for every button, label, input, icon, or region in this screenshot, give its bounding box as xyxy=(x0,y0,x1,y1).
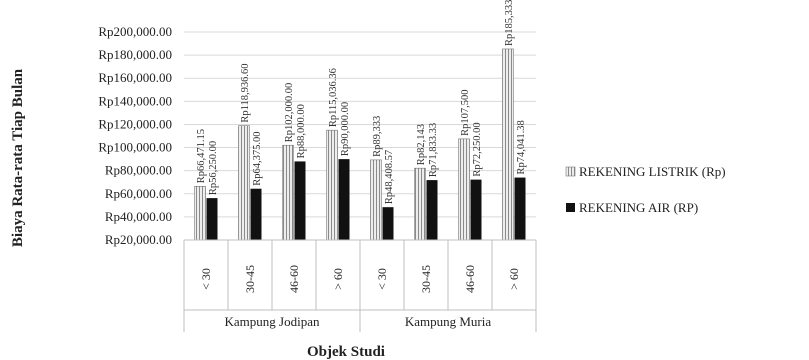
data-label: Rp74,041.38 xyxy=(516,120,527,174)
data-label: Rp118,936.60 xyxy=(240,64,251,123)
data-label: Rp88,000.00 xyxy=(296,104,307,158)
y-tick-label: Rp140,000.00 xyxy=(98,93,172,108)
legend-label: REKENING AIR (RP) xyxy=(579,200,698,215)
bar-rekening-air xyxy=(514,177,526,240)
x-category-label: 30-45 xyxy=(419,265,433,293)
legend: REKENING LISTRIK (Rp) REKENING AIR (RP) xyxy=(565,164,726,215)
x-category-label: > 60 xyxy=(331,268,345,290)
legend-label: REKENING LISTRIK (Rp) xyxy=(579,164,726,179)
x-category-label: > 60 xyxy=(507,268,521,290)
data-label: Rp64,375.00 xyxy=(252,131,263,185)
legend-swatch xyxy=(566,203,575,212)
data-label: Rp107,500 xyxy=(460,89,471,135)
x-axis: < 30 30-45 46-60 > 60 < 30 30-45 46-60 > 60 Kamp… xyxy=(183,239,537,332)
bar-rekening-listrik xyxy=(238,125,250,241)
data-label: Rp56,250.00 xyxy=(208,141,219,195)
bar-rekening-listrik xyxy=(282,144,294,241)
bar-rekening-air xyxy=(206,198,218,240)
y-tick-label: Rp200,000.00 xyxy=(98,24,172,39)
bar-rekening-air xyxy=(250,188,262,240)
y-tick-label: Rp160,000.00 xyxy=(98,70,172,85)
legend-swatch xyxy=(565,166,576,177)
y-tick-label: Rp80,000.00 xyxy=(105,163,172,178)
data-label: Rp102,000.00 xyxy=(284,83,295,143)
x-axis-title: Objek Studi xyxy=(307,344,385,360)
y-tick-label: Rp100,000.00 xyxy=(98,140,172,155)
data-label: Rp185,333 xyxy=(504,0,515,46)
data-label: Rp82,143 xyxy=(416,124,427,165)
x-category-label: 46-60 xyxy=(463,265,477,293)
bar-rekening-air xyxy=(382,207,394,240)
x-group-label: Kampung Muria xyxy=(405,314,492,329)
bars xyxy=(194,48,526,241)
y-axis-ticks: Rp20,000.00 Rp40,000.00 Rp60,000.00 Rp80,00… xyxy=(98,24,172,247)
bar-rekening-listrik xyxy=(326,129,338,241)
y-tick-label: Rp60,000.00 xyxy=(105,186,172,201)
y-tick-label: Rp180,000.00 xyxy=(98,47,172,62)
bar-rekening-listrik xyxy=(458,138,470,241)
x-category-label: < 30 xyxy=(199,268,213,290)
x-category-label: 46-60 xyxy=(287,265,301,293)
data-labels: Rp66,471.15 Rp56,250.00 Rp118,936.60Rp64,3… xyxy=(196,0,527,204)
data-label: Rp115,036.36 xyxy=(328,68,339,127)
data-label: Rp72,250.00 xyxy=(472,122,483,176)
y-tick-label: Rp120,000.00 xyxy=(98,116,172,131)
x-category-label: < 30 xyxy=(375,268,389,290)
bar-rekening-listrik xyxy=(194,186,206,241)
x-group-label: Kampung Jodipan xyxy=(225,314,320,329)
x-category-label: 30-45 xyxy=(243,265,257,293)
data-label: Rp89,333 xyxy=(372,116,383,157)
bar-rekening-air xyxy=(470,179,482,240)
bar-rekening-air xyxy=(338,159,350,240)
data-label: Rp48,408.57 xyxy=(384,150,395,204)
bar-rekening-air xyxy=(426,180,438,240)
data-label: Rp66,471.15 xyxy=(196,129,207,183)
gridlines xyxy=(184,31,536,241)
y-tick-label: Rp40,000.00 xyxy=(105,209,172,224)
bar-rekening-listrik xyxy=(414,167,426,241)
data-label: Rp90,000.00 xyxy=(340,102,351,156)
bar-rekening-air xyxy=(294,161,306,240)
y-axis-title: Biaya Rata-rata Tiap Bulan xyxy=(10,68,26,247)
bar-rekening-listrik xyxy=(370,159,382,241)
y-tick-label: Rp20,000.00 xyxy=(105,232,172,247)
data-label: Rp71,833.33 xyxy=(428,123,439,177)
bar-rekening-listrik xyxy=(502,48,514,241)
